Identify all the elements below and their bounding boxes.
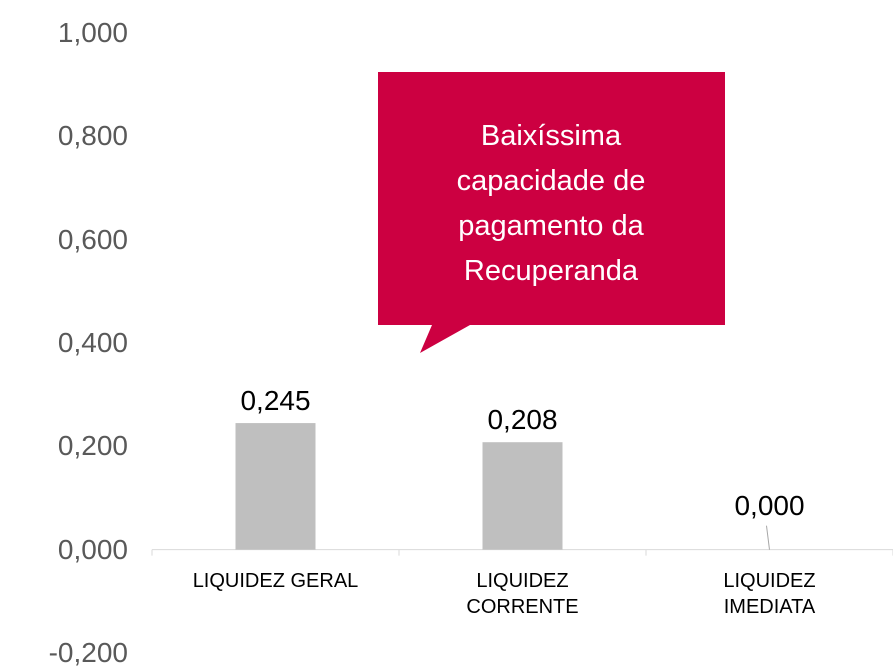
value-label: 0,245 bbox=[240, 385, 311, 417]
y-tick-label: 0,600 bbox=[57, 223, 128, 255]
y-tick-label: -0,200 bbox=[48, 637, 128, 666]
y-tick-label: 0,800 bbox=[57, 120, 128, 152]
y-tick-label: 0,000 bbox=[57, 533, 128, 565]
y-tick-label: 0,400 bbox=[57, 327, 128, 358]
bar bbox=[482, 442, 563, 550]
value-label: 0,208 bbox=[487, 404, 558, 436]
x-tick-label: LIQUIDEZ GERAL bbox=[192, 570, 359, 592]
y-tick-label: 0,200 bbox=[57, 430, 128, 462]
x-tick-label: LIQUIDEZ CORRENTE bbox=[466, 570, 579, 618]
leader-line bbox=[766, 525, 770, 550]
callout-box bbox=[378, 72, 725, 353]
value-label: 0,000 bbox=[734, 489, 805, 521]
bar bbox=[235, 423, 316, 550]
x-tick-label: LIQUIDEZ IMEDIATA bbox=[723, 570, 816, 618]
y-tick-label: 1,000 bbox=[57, 17, 128, 48]
annotation: Baixíssima capacidade de pagamento da Re… bbox=[456, 120, 646, 287]
